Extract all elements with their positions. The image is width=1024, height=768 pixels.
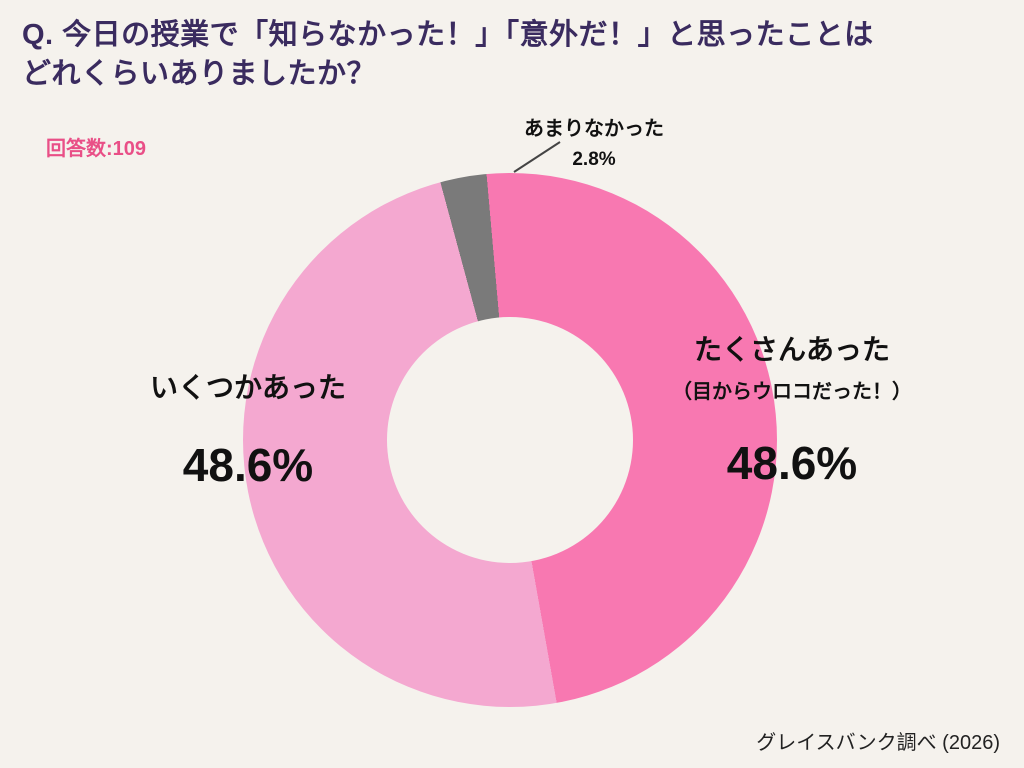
donut-chart [243, 173, 777, 707]
segment-many-name: たくさんあった [693, 334, 890, 365]
segment-some-name: いくつかあった [149, 372, 346, 403]
segment-many-pct: 48.6% [726, 437, 858, 489]
segment-label-none: あまりなかった 2.8% [499, 112, 689, 171]
question-title-line2: どれくらいありましたか？ [22, 57, 377, 90]
segment-none-name: あまりなかった [524, 118, 664, 140]
segment-label-some: いくつかあった 48.6% [118, 366, 378, 492]
respondent-count: 回答数:109 [46, 138, 147, 160]
question-title-line1: Q. 今日の授業で「知らなかった！」「意外だ！」と思ったことは [22, 19, 874, 51]
source-credit: グレイスバンク調べ (2026) [756, 732, 1000, 754]
segment-label-many: たくさんあった （目からウロコだった！） 48.6% [652, 328, 932, 490]
donut-hole [387, 317, 633, 563]
question-title: Q. 今日の授業で「知らなかった！」「意外だ！」と思ったことは どれくらいありま… [22, 16, 874, 94]
segment-many-subtitle: （目からウロコだった！） [672, 381, 912, 403]
segment-none-pct: 2.8% [572, 149, 616, 170]
segment-some-pct: 48.6% [182, 439, 314, 491]
